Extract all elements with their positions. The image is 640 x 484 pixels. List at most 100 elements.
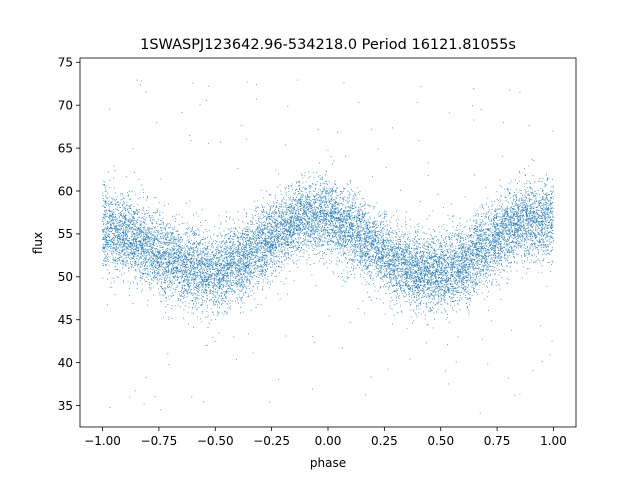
data-point <box>268 217 270 219</box>
data-point <box>432 283 434 285</box>
data-point <box>524 168 526 169</box>
data-points <box>102 79 554 414</box>
data-point <box>266 246 268 248</box>
data-point <box>462 274 464 276</box>
data-point <box>512 230 513 232</box>
data-point <box>428 294 430 296</box>
data-point <box>449 283 451 285</box>
data-point <box>168 223 170 225</box>
data-point <box>512 255 514 257</box>
data-point <box>462 287 464 289</box>
data-point <box>222 303 224 305</box>
data-point <box>139 242 141 244</box>
data-point <box>314 225 316 227</box>
data-point <box>527 223 529 225</box>
data-point <box>204 244 206 246</box>
data-point <box>250 231 252 233</box>
data-point <box>280 216 282 218</box>
data-point <box>325 201 327 203</box>
data-point <box>193 270 195 272</box>
data-point <box>498 238 500 240</box>
data-point <box>168 364 170 366</box>
data-point <box>380 230 382 232</box>
data-point <box>239 236 241 238</box>
data-point <box>112 242 114 244</box>
data-point <box>240 270 242 272</box>
data-point <box>387 249 389 251</box>
data-point <box>103 259 105 261</box>
data-point <box>508 263 510 265</box>
data-point <box>105 242 107 244</box>
data-point <box>544 185 546 187</box>
data-point <box>528 198 530 200</box>
data-point <box>323 234 324 236</box>
data-point <box>360 203 362 205</box>
data-point <box>160 250 161 252</box>
data-point <box>200 253 202 255</box>
data-point <box>113 259 115 261</box>
data-point <box>322 255 324 257</box>
data-point <box>393 232 394 234</box>
data-point <box>439 245 441 247</box>
data-point <box>238 265 239 267</box>
data-point <box>518 205 520 207</box>
data-point <box>440 268 442 270</box>
data-point <box>281 251 282 253</box>
data-point <box>380 251 382 253</box>
data-point <box>266 240 268 242</box>
data-point <box>301 244 303 246</box>
data-point <box>548 194 550 196</box>
data-point <box>256 256 258 257</box>
data-point <box>171 254 173 256</box>
data-point <box>289 231 291 233</box>
data-point <box>404 291 405 293</box>
data-point <box>452 307 453 309</box>
data-point <box>283 230 285 232</box>
data-point <box>447 344 448 346</box>
data-point <box>389 271 391 273</box>
data-point <box>398 247 399 249</box>
data-point <box>472 284 474 286</box>
data-point <box>406 275 408 277</box>
data-point <box>272 272 273 274</box>
data-point <box>312 388 314 390</box>
data-point <box>536 193 538 195</box>
data-point <box>227 300 229 302</box>
data-point <box>433 262 435 264</box>
data-point <box>473 242 475 244</box>
data-point <box>287 221 289 223</box>
data-point <box>222 258 224 260</box>
data-point <box>352 226 354 228</box>
data-point <box>428 263 430 264</box>
data-point <box>356 264 358 266</box>
data-point <box>349 215 351 217</box>
data-point <box>200 271 201 273</box>
data-point <box>544 230 546 232</box>
data-point <box>317 238 319 240</box>
data-point <box>294 209 296 210</box>
data-point <box>330 240 332 242</box>
data-point <box>390 249 392 251</box>
data-point <box>351 222 353 224</box>
data-point <box>208 274 210 276</box>
data-point <box>202 273 204 274</box>
data-point <box>299 197 301 199</box>
data-point <box>165 296 167 298</box>
data-point <box>261 275 263 277</box>
data-point <box>452 278 454 280</box>
data-point <box>179 243 181 245</box>
data-point <box>471 284 473 286</box>
data-point <box>467 258 469 260</box>
data-point <box>407 291 409 293</box>
data-point <box>481 280 483 282</box>
data-point <box>510 228 512 230</box>
data-point <box>110 224 111 226</box>
data-point <box>374 247 376 249</box>
data-point <box>232 280 234 281</box>
data-point <box>177 261 179 263</box>
data-point <box>288 238 290 240</box>
data-point <box>542 198 544 200</box>
data-point <box>301 194 303 196</box>
data-point <box>183 285 185 287</box>
data-point <box>213 262 215 264</box>
